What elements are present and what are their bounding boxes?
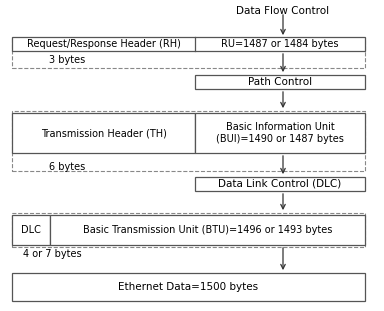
Bar	[12, 38, 365, 68]
Bar	[12, 113, 195, 153]
Text: RU=1487 or 1484 bytes: RU=1487 or 1484 bytes	[221, 39, 339, 49]
Bar	[195, 75, 365, 89]
Bar	[12, 273, 365, 301]
Bar	[195, 113, 365, 153]
Bar	[12, 111, 365, 171]
Text: 4 or 7 bytes: 4 or 7 bytes	[23, 249, 81, 259]
Bar	[12, 213, 365, 247]
Bar	[12, 37, 365, 51]
Text: Ethernet Data=1500 bytes: Ethernet Data=1500 bytes	[118, 282, 258, 292]
Text: Data Link Control (DLC): Data Link Control (DLC)	[218, 179, 342, 189]
Text: DLC: DLC	[21, 225, 41, 235]
Bar	[12, 215, 50, 245]
Text: Basic Transmission Unit (BTU)=1496 or 1493 bytes: Basic Transmission Unit (BTU)=1496 or 14…	[83, 225, 332, 235]
Text: Basic Information Unit
(BUI)=1490 or 1487 bytes: Basic Information Unit (BUI)=1490 or 148…	[216, 122, 344, 144]
Text: Request/Response Header (RH): Request/Response Header (RH)	[26, 39, 180, 49]
Text: 6 bytes: 6 bytes	[49, 162, 85, 172]
Bar	[50, 215, 365, 245]
Text: Data Flow Control: Data Flow Control	[237, 6, 329, 16]
Bar	[195, 177, 365, 191]
Text: 3 bytes: 3 bytes	[49, 55, 85, 65]
Text: Transmission Header (TH): Transmission Header (TH)	[41, 128, 166, 138]
Text: Path Control: Path Control	[248, 77, 312, 87]
